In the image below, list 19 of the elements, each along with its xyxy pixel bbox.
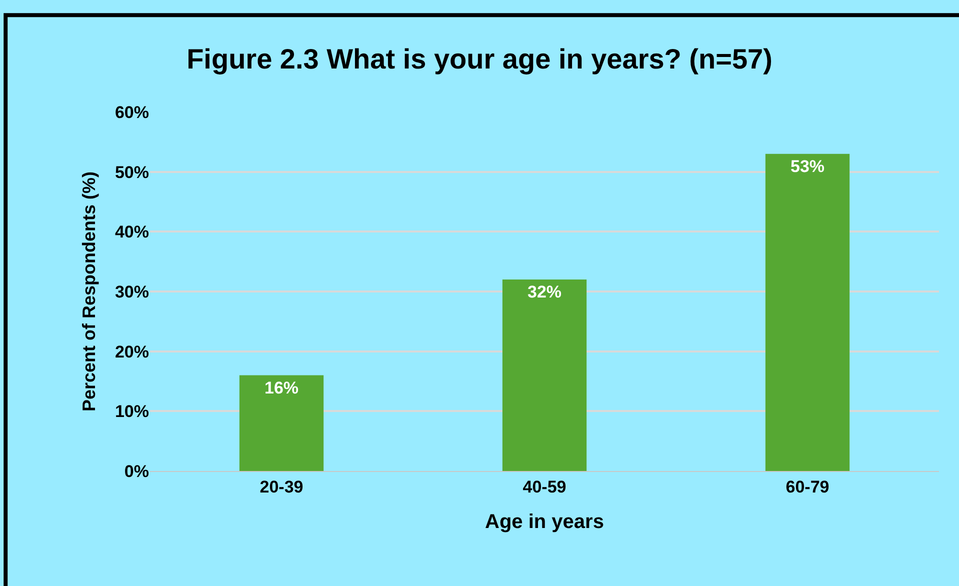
bar [502, 280, 587, 471]
bar [765, 154, 850, 471]
y-tick-label: 20% [114, 342, 149, 362]
y-tick-label: 40% [114, 222, 149, 242]
data-label: 53% [790, 156, 825, 176]
y-tick-label: 0% [124, 462, 149, 481]
x-tick-label: 40-59 [522, 477, 566, 496]
data-label: 32% [527, 282, 562, 302]
chart-title: Figure 2.3 What is your age in years? (n=57) [186, 43, 772, 74]
y-tick-label: 50% [114, 162, 149, 182]
data-label: 16% [264, 378, 299, 398]
x-tick-label: 60-79 [786, 477, 830, 496]
y-tick-label: 60% [114, 102, 149, 122]
x-tick-label: 20-39 [260, 477, 304, 496]
bar [239, 375, 324, 471]
y-tick-label: 30% [114, 282, 149, 302]
x-axis-title: Age in years [485, 510, 604, 533]
y-tick-label: 10% [114, 402, 149, 422]
y-axis-title: Percent of Respondents (%) [79, 171, 100, 412]
